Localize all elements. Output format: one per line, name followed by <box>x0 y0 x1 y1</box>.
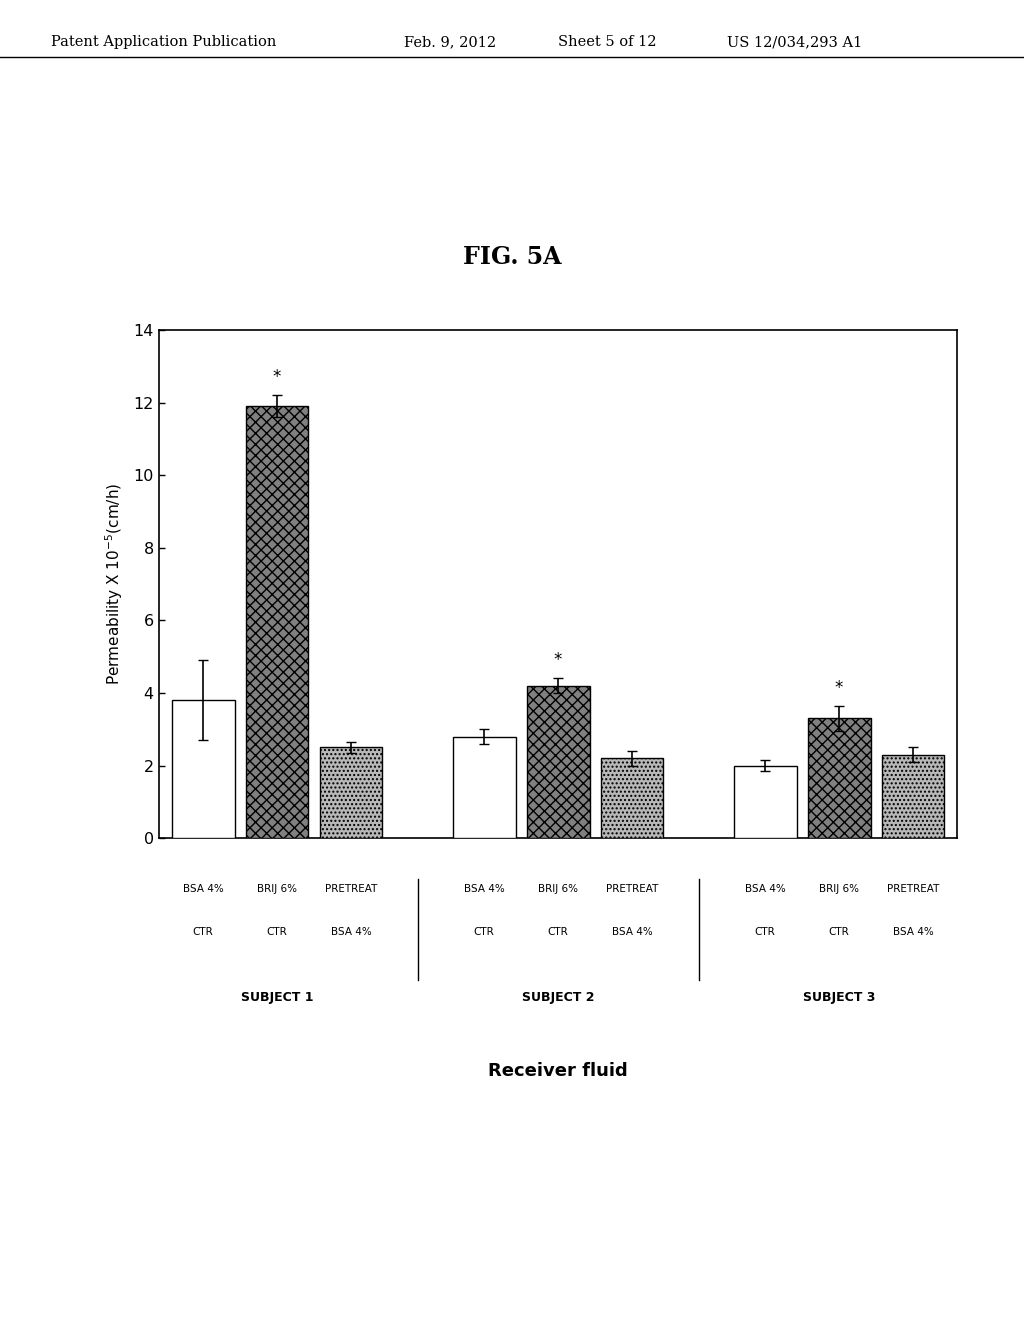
Bar <box>453 737 515 838</box>
Bar <box>882 755 944 838</box>
Point <box>247 841 259 857</box>
Text: SUBJECT 1: SUBJECT 1 <box>241 990 313 1003</box>
Text: Receiver fluid: Receiver fluid <box>488 1061 628 1080</box>
Bar <box>526 686 590 838</box>
Text: CTR: CTR <box>828 927 850 937</box>
Y-axis label: Permeability X 10$^{-5}$(cm/h): Permeability X 10$^{-5}$(cm/h) <box>103 483 125 685</box>
Text: *: * <box>554 651 562 669</box>
Text: CTR: CTR <box>548 927 568 937</box>
Text: *: * <box>835 678 844 697</box>
Bar <box>319 747 382 838</box>
Bar <box>601 758 664 838</box>
Point <box>221 833 233 849</box>
Text: SUBJECT 2: SUBJECT 2 <box>522 990 594 1003</box>
Text: *: * <box>272 368 282 387</box>
Text: FIG. 5A: FIG. 5A <box>463 246 561 269</box>
Text: BRIJ 6%: BRIJ 6% <box>819 884 859 894</box>
Text: BSA 4%: BSA 4% <box>893 927 934 937</box>
Text: CTR: CTR <box>755 927 775 937</box>
Bar <box>246 407 308 838</box>
Text: SUBJECT 3: SUBJECT 3 <box>803 990 876 1003</box>
Text: CTR: CTR <box>266 927 288 937</box>
Point <box>221 841 233 857</box>
Text: BSA 4%: BSA 4% <box>464 884 505 894</box>
Text: PRETREAT: PRETREAT <box>887 884 939 894</box>
Text: BRIJ 6%: BRIJ 6% <box>257 884 297 894</box>
Text: PRETREAT: PRETREAT <box>606 884 658 894</box>
Text: CTR: CTR <box>193 927 213 937</box>
Bar <box>808 718 870 838</box>
Text: US 12/034,293 A1: US 12/034,293 A1 <box>727 36 862 49</box>
Text: PRETREAT: PRETREAT <box>325 884 377 894</box>
Text: Patent Application Publication: Patent Application Publication <box>51 36 276 49</box>
Text: BRIJ 6%: BRIJ 6% <box>538 884 579 894</box>
Text: BSA 4%: BSA 4% <box>331 927 372 937</box>
Text: BSA 4%: BSA 4% <box>611 927 652 937</box>
Bar <box>172 700 234 838</box>
Text: Feb. 9, 2012: Feb. 9, 2012 <box>404 36 497 49</box>
Point <box>247 833 259 849</box>
Text: CTR: CTR <box>474 927 495 937</box>
Text: BSA 4%: BSA 4% <box>182 884 223 894</box>
Text: BSA 4%: BSA 4% <box>744 884 785 894</box>
Text: Sheet 5 of 12: Sheet 5 of 12 <box>558 36 656 49</box>
Bar <box>734 766 797 838</box>
